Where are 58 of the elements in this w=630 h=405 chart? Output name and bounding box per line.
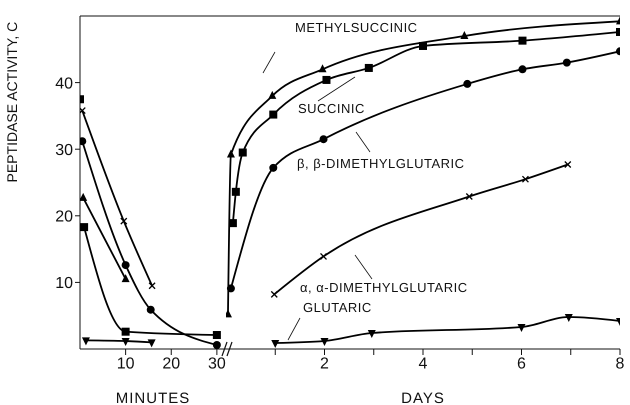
x-tick-label: 8 bbox=[616, 355, 625, 372]
point bbox=[226, 150, 235, 158]
point bbox=[148, 282, 156, 290]
point bbox=[518, 324, 526, 332]
point bbox=[270, 290, 278, 298]
point bbox=[268, 90, 276, 99]
point bbox=[564, 314, 573, 322]
y-tick-label: 40 bbox=[55, 75, 74, 92]
point bbox=[146, 306, 155, 314]
annotation: SUCCINIC bbox=[298, 101, 365, 116]
y-tick-label: 10 bbox=[55, 275, 74, 292]
point bbox=[271, 340, 280, 348]
point bbox=[320, 252, 328, 260]
x-tick-label: 6 bbox=[517, 355, 526, 372]
point bbox=[466, 192, 473, 200]
x-axis-title: MINUTES bbox=[116, 390, 190, 405]
point bbox=[238, 148, 247, 157]
point bbox=[320, 338, 328, 346]
point bbox=[226, 284, 235, 292]
point bbox=[122, 328, 130, 336]
point bbox=[460, 30, 468, 39]
point bbox=[522, 176, 530, 183]
x-tick-label: 4 bbox=[418, 355, 428, 372]
x-tick-label: 2 bbox=[320, 355, 330, 372]
point bbox=[120, 217, 128, 225]
point bbox=[368, 330, 376, 338]
point bbox=[318, 64, 327, 72]
point bbox=[518, 65, 526, 74]
x-tick-label: 20 bbox=[162, 355, 180, 372]
point bbox=[320, 135, 328, 144]
annotation: METHYLSUCCINIC bbox=[295, 20, 418, 35]
annotation: α, α-DIMETHYLGLUTARIC bbox=[300, 280, 468, 295]
y-tick-label: 20 bbox=[55, 208, 74, 226]
point bbox=[364, 64, 373, 72]
point bbox=[419, 42, 427, 50]
point bbox=[518, 36, 526, 45]
annotation: GLUTARIC bbox=[303, 300, 372, 315]
point bbox=[269, 110, 278, 119]
point bbox=[232, 188, 240, 196]
x-tick-label: 30 bbox=[208, 355, 226, 372]
point bbox=[212, 331, 221, 340]
y-tick-label: 30 bbox=[55, 142, 74, 159]
point bbox=[562, 58, 571, 67]
point bbox=[80, 106, 86, 114]
point bbox=[322, 76, 330, 84]
point bbox=[80, 223, 88, 232]
point bbox=[564, 160, 572, 168]
y-axis-title: PEPTIDASE ACTIVITY, C bbox=[4, 22, 20, 182]
annotation: β, β-DIMETHYLGLUTARIC bbox=[297, 156, 465, 171]
point bbox=[148, 339, 156, 348]
x-axis-title: DAYS bbox=[401, 390, 445, 405]
point bbox=[269, 164, 278, 172]
point bbox=[463, 80, 472, 88]
point bbox=[122, 338, 130, 346]
x-tick-label: 10 bbox=[116, 355, 135, 372]
point bbox=[212, 341, 221, 349]
point bbox=[82, 337, 90, 346]
point bbox=[122, 261, 130, 270]
